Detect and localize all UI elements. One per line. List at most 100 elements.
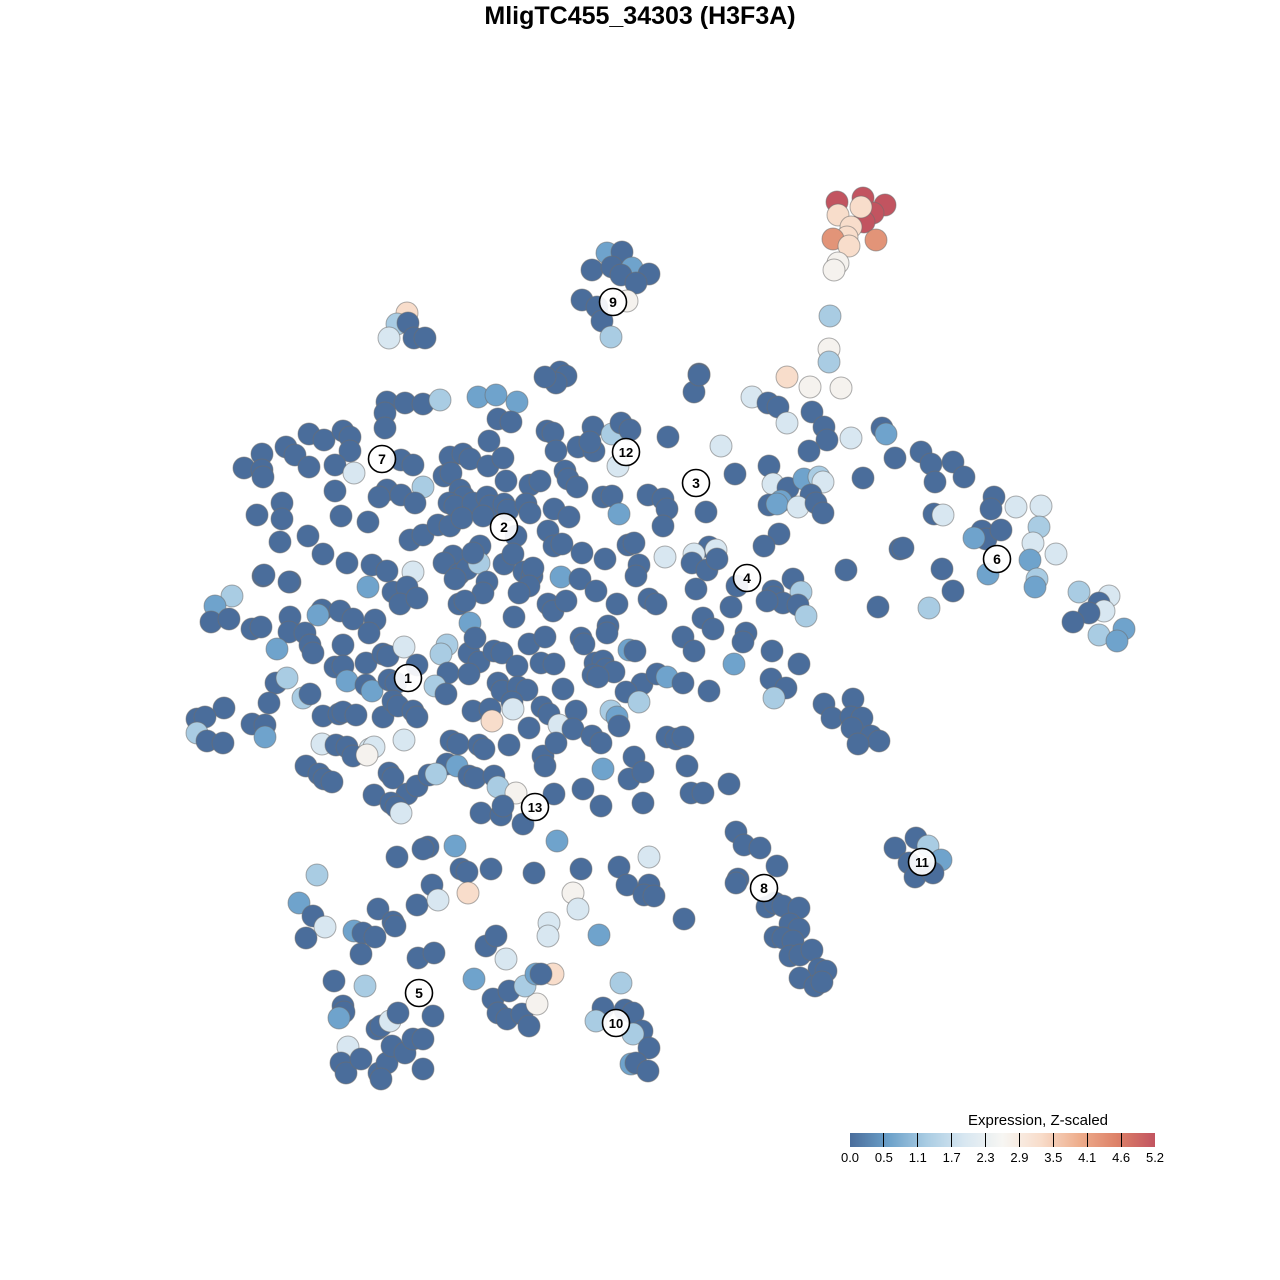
data-point xyxy=(311,542,335,566)
svg-text:5: 5 xyxy=(415,985,423,1001)
data-point xyxy=(443,567,467,591)
colorbar-tick xyxy=(1086,1133,1088,1147)
data-point xyxy=(1044,542,1068,566)
data-point xyxy=(366,897,390,921)
data-point xyxy=(800,400,824,424)
cluster-label-5: 5 xyxy=(404,978,434,1008)
data-point xyxy=(453,589,477,613)
data-point xyxy=(624,564,648,588)
data-point xyxy=(505,654,529,678)
data-point xyxy=(566,897,590,921)
data-point xyxy=(755,589,779,613)
data-point xyxy=(623,639,647,663)
data-point xyxy=(322,969,346,993)
data-point xyxy=(472,737,496,761)
data-point xyxy=(405,705,429,729)
data-point xyxy=(367,485,391,509)
data-point xyxy=(810,970,834,994)
data-point xyxy=(518,501,542,525)
data-point xyxy=(644,592,668,616)
data-point xyxy=(787,652,811,676)
data-point xyxy=(569,857,593,881)
svg-text:10: 10 xyxy=(609,1016,623,1031)
data-point xyxy=(349,942,373,966)
data-point xyxy=(480,709,504,733)
data-point xyxy=(385,845,409,869)
data-point xyxy=(421,1004,445,1028)
data-point xyxy=(446,732,470,756)
cluster-label-2: 2 xyxy=(489,512,519,542)
cluster-label-12: 12 xyxy=(611,437,641,467)
data-point xyxy=(587,923,611,947)
cluster-label-8: 8 xyxy=(749,873,779,903)
data-point xyxy=(533,625,557,649)
data-point xyxy=(536,924,560,948)
data-point xyxy=(671,671,695,695)
data-point xyxy=(344,703,368,727)
data-point xyxy=(637,1036,661,1060)
data-point xyxy=(653,545,677,569)
data-point xyxy=(671,725,695,749)
colorbar-tick-label: 4.1 xyxy=(1078,1150,1097,1165)
data-point xyxy=(484,924,508,948)
data-point xyxy=(392,635,416,659)
data-point xyxy=(517,1014,541,1038)
data-point xyxy=(499,410,523,434)
data-point xyxy=(822,258,846,282)
data-point xyxy=(497,733,521,757)
data-point xyxy=(301,641,325,665)
data-point xyxy=(891,536,915,560)
data-point xyxy=(917,596,941,620)
data-point xyxy=(883,836,907,860)
data-point xyxy=(403,491,427,515)
data-point xyxy=(794,604,818,628)
data-point xyxy=(1004,495,1028,519)
data-point xyxy=(554,589,578,613)
colorbar-tick-label: 4.6 xyxy=(1112,1150,1131,1165)
cluster-label-11: 11 xyxy=(907,847,937,877)
data-point xyxy=(335,551,359,575)
data-point xyxy=(220,584,244,608)
data-point xyxy=(846,732,870,756)
data-point xyxy=(461,541,485,565)
data-point xyxy=(798,375,822,399)
colorbar-gradient xyxy=(850,1133,1155,1147)
data-point xyxy=(762,686,786,710)
data-point xyxy=(941,579,965,603)
data-point xyxy=(462,967,486,991)
colorbar-tick xyxy=(1018,1133,1020,1147)
colorbar-tick xyxy=(951,1133,953,1147)
colorbar-tick-label: 2.3 xyxy=(976,1150,995,1165)
data-point xyxy=(586,665,610,689)
data-point xyxy=(251,465,275,489)
data-point xyxy=(533,365,557,389)
svg-text:7: 7 xyxy=(378,451,386,467)
data-point xyxy=(636,1059,660,1083)
data-point xyxy=(389,801,413,825)
data-point xyxy=(952,465,976,489)
data-point xyxy=(589,794,613,818)
data-point xyxy=(731,630,755,654)
data-point xyxy=(642,884,666,908)
svg-text:8: 8 xyxy=(760,880,768,896)
data-point xyxy=(491,794,515,818)
svg-text:3: 3 xyxy=(692,475,700,491)
data-point xyxy=(1023,575,1047,599)
data-point xyxy=(411,1027,435,1051)
data-point xyxy=(356,575,380,599)
data-point xyxy=(501,542,525,566)
data-point xyxy=(544,439,568,463)
data-point xyxy=(817,350,841,374)
data-point xyxy=(405,893,429,917)
data-point xyxy=(306,603,330,627)
data-point xyxy=(570,541,594,565)
data-point xyxy=(463,626,487,650)
data-point xyxy=(589,731,613,755)
data-point xyxy=(342,461,366,485)
data-point xyxy=(627,690,651,714)
cluster-label-10: 10 xyxy=(601,1008,631,1038)
data-point xyxy=(864,228,888,252)
expression-colorbar-legend: Expression, Z-scaled 0.0 0.5 1.1 1.7 2.3 2.9 3… xyxy=(841,1112,1164,1165)
